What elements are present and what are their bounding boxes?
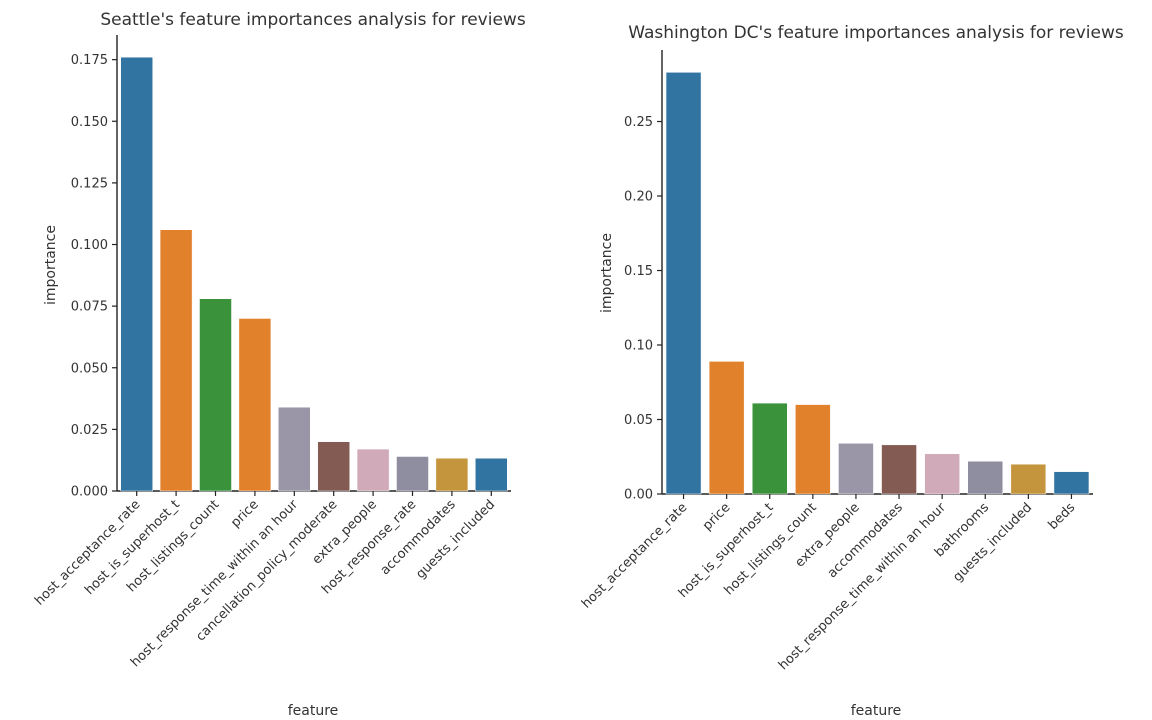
seattle-y-tick-label: 0.150 xyxy=(71,115,108,130)
seattle-y-tick-label: 0.175 xyxy=(71,53,108,68)
seattle-bar xyxy=(396,456,429,492)
washington-dc-y-tick-label: 0.05 xyxy=(624,413,653,428)
washington-dc-y-tick-label: 0.20 xyxy=(624,190,653,205)
seattle-bar xyxy=(159,229,193,492)
washington-dc-chart: Washington DC's feature importances anal… xyxy=(579,23,1124,719)
seattle-y-tick-label: 0.100 xyxy=(71,238,108,253)
washington-dc-bar xyxy=(838,443,874,495)
washington-dc-bars xyxy=(665,72,1090,495)
washington-dc-bar xyxy=(881,444,917,495)
seattle-bar xyxy=(120,56,153,492)
seattle-chart-title: Seattle's feature importances analysis f… xyxy=(100,10,526,30)
washington-dc-y-axis-label: importance xyxy=(599,233,615,313)
seattle-y-tick-label: 0.075 xyxy=(71,300,108,315)
washington-dc-y-tick-label: 0.15 xyxy=(624,264,653,279)
seattle-y-tick-label: 0.125 xyxy=(71,176,108,191)
washington-dc-y-tick-label: 0.25 xyxy=(624,115,653,130)
washington-dc-bar xyxy=(967,460,1003,495)
seattle-bar xyxy=(475,457,508,492)
washington-dc-bar xyxy=(752,402,788,495)
seattle-bar xyxy=(317,441,350,492)
seattle-bars xyxy=(120,56,508,492)
washington-dc-bar xyxy=(924,453,960,495)
seattle-bar xyxy=(238,318,272,492)
seattle-bar xyxy=(278,406,311,492)
washington-dc-x-axis-label: feature xyxy=(851,703,902,719)
seattle-y-ticks: 0.000 0.025 0.050 0.075 0.100 0.125 0.150 0.175 xyxy=(71,53,117,500)
seattle-bar xyxy=(199,298,232,492)
washington-dc-x-tick-label: beds xyxy=(1046,500,1079,533)
washington-dc-x-tick-label: guests_included xyxy=(950,500,1035,585)
washington-dc-y-tick-label: 0.10 xyxy=(624,339,653,354)
seattle-x-ticks: host_acceptance_ratehost_is_superhost_th… xyxy=(32,491,498,670)
seattle-x-tick-label: cancellation_policy_moderate xyxy=(193,497,340,644)
seattle-bar xyxy=(435,457,469,492)
washington-dc-x-tick-label: host_acceptance_rate xyxy=(579,500,690,611)
washington-dc-x-tick-label: accommodates xyxy=(825,500,906,581)
washington-dc-bar xyxy=(795,404,831,495)
washington-dc-bar xyxy=(1053,471,1090,495)
seattle-y-tick-label: 0.025 xyxy=(71,423,108,438)
seattle-bar xyxy=(356,448,390,492)
washington-dc-bar xyxy=(1010,463,1047,495)
seattle-y-axis-label: importance xyxy=(43,225,59,305)
seattle-chart: Seattle's feature importances analysis f… xyxy=(32,10,526,719)
washington-dc-x-ticks: host_acceptance_rate pricehost_is_superho… xyxy=(579,494,1078,673)
seattle-x-tick-label: price xyxy=(228,497,261,530)
washington-dc-x-tick-label: price xyxy=(700,500,733,533)
washington-dc-y-ticks: 0.00 0.05 0.10 0.15 0.20 0.25 xyxy=(624,115,662,503)
washington-dc-bar xyxy=(708,361,745,495)
washington-dc-chart-title: Washington DC's feature importances anal… xyxy=(628,23,1124,43)
washington-dc-y-tick-label: 0.00 xyxy=(624,488,653,503)
washington-dc-bar xyxy=(665,72,702,495)
seattle-y-tick-label: 0.050 xyxy=(71,361,108,376)
seattle-x-axis-label: feature xyxy=(288,703,339,719)
seattle-y-tick-label: 0.000 xyxy=(71,485,108,500)
